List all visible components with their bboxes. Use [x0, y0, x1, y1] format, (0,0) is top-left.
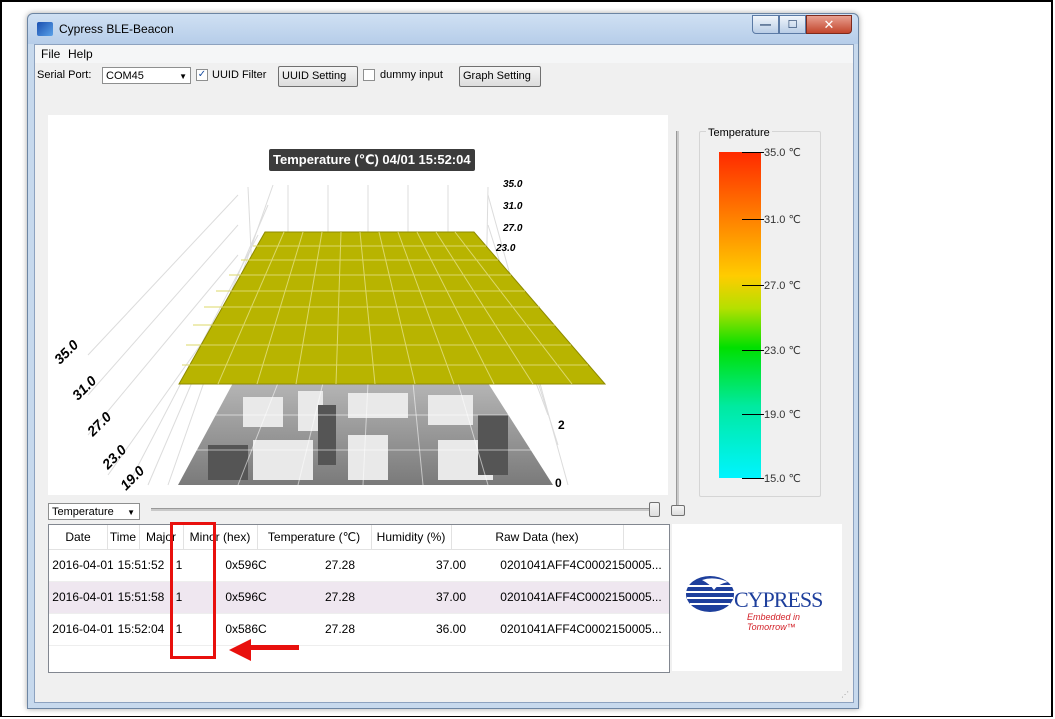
window-title: Cypress BLE-Beacon [59, 22, 174, 36]
back-tick-label: 27.0 [502, 223, 523, 234]
cell-humidity: 37.00 [411, 550, 491, 581]
color-legend: Temperature 35.0 ℃ 31.0 ℃ 27.0 ℃ 23.0 ℃ … [699, 131, 821, 497]
serial-port-select[interactable]: COM45 ▼ [102, 67, 191, 84]
red-arrow-icon [229, 639, 251, 661]
back-tick-label: 23.0 [495, 243, 516, 254]
minimize-button[interactable]: — [752, 15, 779, 34]
title-bar[interactable]: Cypress BLE-Beacon — ☐ ✕ [28, 14, 858, 44]
chevron-down-icon: ▼ [179, 68, 187, 85]
back-tick-label: 35.0 [503, 179, 523, 190]
legend-tick [742, 152, 764, 153]
dummy-input-label: dummy input [380, 69, 443, 81]
cell-date: 2016-04-01 [49, 614, 117, 645]
legend-tick [742, 350, 764, 351]
close-button[interactable]: ✕ [806, 15, 852, 34]
cell-temperature: 27.28 [283, 550, 397, 581]
legend-label: 19.0 ℃ [764, 408, 801, 421]
legend-color-bar [719, 152, 761, 478]
layer-select[interactable]: Temperature ▼ [48, 503, 140, 520]
table-row[interactable]: 2016-04-01 15:52:04 1 0x586C 27.28 36.00… [49, 614, 669, 646]
cell-time: 15:51:52 [117, 550, 165, 581]
right-tick-label: 2 [558, 418, 565, 432]
uuid-filter-label: UUID Filter [212, 69, 266, 81]
left-tick-label: 23.0 [98, 441, 129, 472]
column-header-raw-data[interactable]: Raw Data (hex) [451, 525, 624, 549]
cell-date: 2016-04-01 [49, 582, 117, 613]
legend-label: 23.0 ℃ [764, 344, 801, 357]
table-row[interactable]: 2016-04-01 15:51:58 1 0x596C 27.28 37.00… [49, 582, 669, 614]
legend-tick [742, 285, 764, 286]
serial-port-value: COM45 [106, 70, 144, 82]
table-row[interactable]: 2016-04-01 15:51:52 1 0x596C 27.28 37.00… [49, 550, 669, 582]
uuid-setting-button[interactable]: UUID Setting [278, 66, 358, 87]
left-tick-label: 35.0 [51, 336, 82, 367]
cypress-logo-panel: CYPRESS Embedded in Tomorrow™ [672, 524, 842, 671]
temperature-3d-plot[interactable]: 35.0 31.0 27.0 23.0 35.0 31.0 27.0 23.0 … [48, 115, 668, 495]
major-column-highlight [170, 522, 216, 659]
client-area: File Help Serial Port: COM45 ▼ ✓ UUID Fi… [34, 44, 854, 703]
legend-tick [742, 478, 764, 479]
horizontal-slider-track[interactable] [151, 508, 659, 511]
table-header: Date Time Major Minor (hex) Temperature … [49, 525, 669, 550]
vertical-slider-track[interactable] [676, 131, 679, 507]
back-tick-label: 31.0 [503, 201, 523, 212]
dummy-input-checkbox[interactable] [363, 69, 375, 81]
menu-help[interactable]: Help [68, 47, 93, 61]
cypress-logo-text: CYPRESS [734, 587, 822, 613]
app-window: Cypress BLE-Beacon — ☐ ✕ File Help Seria… [27, 13, 859, 709]
column-header-date[interactable]: Date [49, 525, 108, 549]
cell-time: 15:52:04 [117, 614, 165, 645]
temperature-surface [179, 232, 605, 384]
legend-label: 27.0 ℃ [764, 279, 801, 292]
legend-tick [742, 414, 764, 415]
chevron-down-icon: ▼ [127, 504, 135, 521]
beacon-data-table: Date Time Major Minor (hex) Temperature … [48, 524, 670, 673]
column-header-temperature[interactable]: Temperature (℃) [257, 525, 372, 549]
column-header-time[interactable]: Time [107, 525, 140, 549]
chart-title: Temperature (℃) 04/01 15:52:04 [269, 149, 475, 171]
serial-port-label: Serial Port: [37, 69, 91, 81]
legend-tick [742, 219, 764, 220]
cell-date: 2016-04-01 [49, 550, 117, 581]
legend-label: 35.0 ℃ [764, 146, 801, 159]
cell-time: 15:51:58 [117, 582, 165, 613]
toolbar: Serial Port: COM45 ▼ ✓ UUID Filter UUID … [35, 65, 853, 91]
app-icon [37, 22, 53, 36]
cell-humidity: 37.00 [411, 582, 491, 613]
legend-label: 15.0 ℃ [764, 472, 801, 485]
vertical-slider-thumb[interactable] [671, 505, 685, 516]
left-tick-label: 19.0 [117, 462, 148, 493]
legend-title: Temperature [706, 127, 772, 139]
cell-temperature: 27.28 [283, 582, 397, 613]
uuid-filter-checkbox[interactable]: ✓ [196, 69, 208, 81]
cypress-tagline: Embedded in Tomorrow™ [747, 612, 842, 632]
menu-file[interactable]: File [41, 47, 60, 61]
cell-minor: 0x596C [209, 582, 283, 613]
red-arrow-shaft [249, 645, 299, 650]
cell-temperature: 27.28 [283, 614, 397, 645]
cell-raw-data: 0201041AFF4C0002150005... [495, 550, 667, 581]
horizontal-slider-thumb[interactable] [649, 502, 660, 517]
column-header-humidity[interactable]: Humidity (%) [371, 525, 452, 549]
cell-raw-data: 0201041AFF4C0002150005... [495, 582, 667, 613]
resize-grip-icon[interactable]: ⋰ [841, 690, 851, 700]
cell-humidity: 36.00 [411, 614, 491, 645]
graph-setting-button[interactable]: Graph Setting [459, 66, 541, 87]
left-tick-label: 31.0 [69, 372, 100, 403]
cell-minor: 0x596C [209, 550, 283, 581]
maximize-button[interactable]: ☐ [779, 15, 806, 34]
plot-canvas: 35.0 31.0 27.0 23.0 35.0 31.0 27.0 23.0 … [48, 115, 668, 495]
legend-label: 31.0 ℃ [764, 213, 801, 226]
menu-bar: File Help [35, 45, 853, 63]
left-tick-label: 27.0 [83, 408, 114, 439]
front-tick-label: 0 [555, 476, 562, 490]
layer-select-value: Temperature [52, 506, 114, 518]
cell-raw-data: 0201041AFF4C0002150005... [495, 614, 667, 645]
